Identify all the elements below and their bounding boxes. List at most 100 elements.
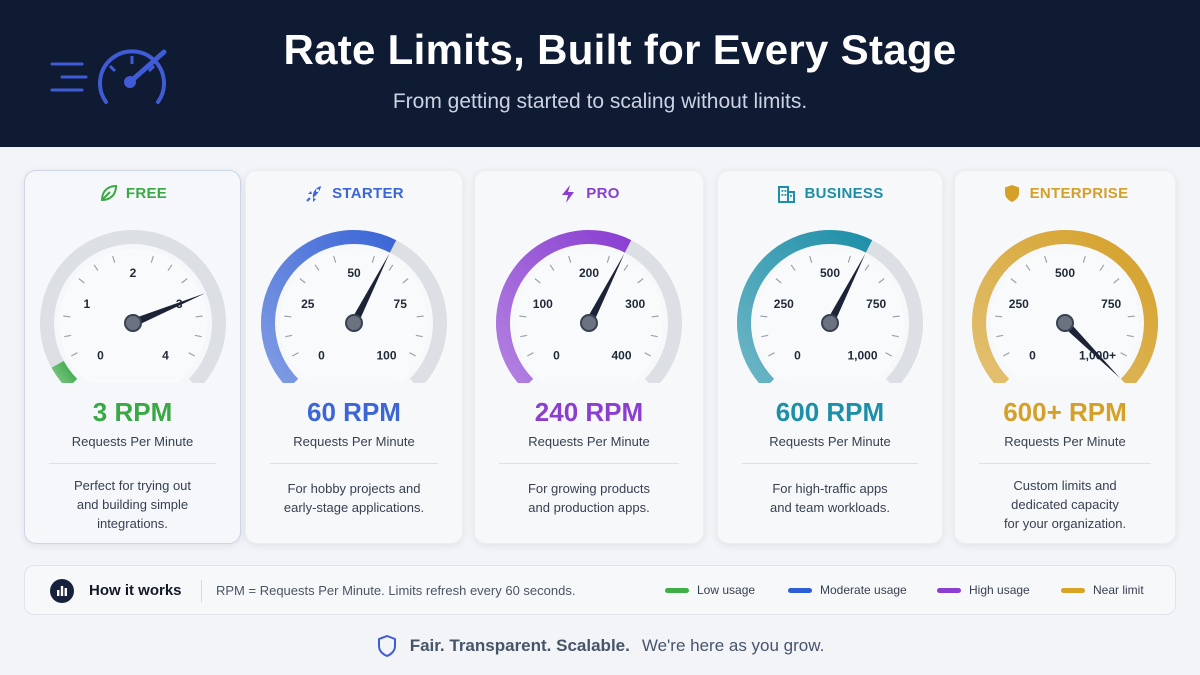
tier-name: ENTERPRISE	[1029, 184, 1129, 202]
gauge-tick-label: 1,000	[847, 349, 877, 363]
gauge-minor-tick	[1126, 334, 1134, 338]
gauge-tick-label: 300	[625, 297, 645, 311]
gauge-minor-tick	[70, 352, 78, 357]
gauge-minor-tick	[768, 352, 775, 357]
shield-icon	[1004, 185, 1019, 202]
gauge-needle	[350, 253, 390, 325]
tier-header: PRO	[475, 183, 703, 203]
gauge-minor-tick	[415, 334, 423, 338]
gauge-minor-tick	[637, 278, 644, 284]
gauge-minor-tick	[333, 255, 337, 263]
tier-description: For high-traffic apps and team workloads…	[770, 481, 890, 515]
rocket-icon	[306, 186, 322, 202]
rpm-value: 60 RPM	[307, 397, 401, 427]
rate-gauge: 01234	[39, 230, 226, 383]
gauge-minor-tick	[891, 334, 899, 338]
legend-swatch-low	[665, 587, 689, 593]
gauge-minor-tick	[63, 334, 71, 338]
tier-name: FREE	[125, 184, 168, 202]
how-it-works-title: How it works	[89, 582, 182, 599]
gauge-tick-label: 750	[1101, 297, 1121, 311]
gauge-minor-tick	[180, 278, 187, 284]
gauge-minor-tick	[314, 264, 320, 271]
rpm-label: Requests Per Minute	[769, 434, 891, 449]
gauge-minor-tick	[195, 315, 203, 318]
gauge-tick-label: 0	[553, 349, 560, 363]
gauge-hub	[821, 314, 839, 332]
rate-gauge: 0 250 500 750 1,000	[737, 230, 923, 383]
card-divider	[742, 463, 918, 464]
gauge-tick-label: 500	[1055, 266, 1075, 280]
gauge-minor-tick	[111, 255, 115, 263]
gauge-minor-tick	[885, 352, 892, 357]
gauge-fill	[51, 360, 77, 383]
gauge-tick-label: 100	[533, 297, 553, 311]
page-subtitle: From getting started to scaling without …	[0, 90, 1200, 114]
gauge-tick-label: 100	[376, 349, 396, 363]
tier-header: STARTER	[246, 183, 462, 203]
gauge-minor-tick	[527, 352, 534, 357]
gauge-minor-tick	[650, 334, 658, 338]
gauge-minor-tick	[1003, 352, 1010, 357]
page-title: Rate Limits, Built for Every Stage	[283, 26, 957, 73]
legend-label-low: Low usage	[697, 583, 756, 597]
gauge-minor-tick	[775, 278, 782, 284]
gauge-minor-tick	[995, 315, 1003, 318]
rpm-value: 240 RPM	[534, 397, 644, 427]
card-divider	[270, 463, 438, 464]
gauge-minor-tick	[847, 255, 851, 263]
gauge-tick-label: 750	[866, 297, 886, 311]
legend-label-moderate: Moderate usage	[820, 583, 907, 597]
tier-header: BUSINESS	[718, 183, 942, 203]
tier-header: FREE	[25, 183, 240, 203]
gauge-tick-label: 250	[774, 297, 794, 311]
gauge-hub	[123, 314, 142, 332]
rate-gauge: 0 100 200 300 400	[496, 230, 682, 383]
gauge-minor-tick	[1010, 278, 1017, 284]
legend-swatch-high	[937, 587, 961, 593]
rpm-label: Requests Per Minute	[293, 434, 415, 449]
footer: Fair. Transparent. Scalable. We're here …	[0, 634, 1200, 658]
gauge-minor-tick	[761, 334, 769, 338]
footer-tagline: Fair. Transparent. Scalable.	[409, 636, 630, 655]
gauge-minor-tick	[651, 315, 659, 318]
tier-card-pro: PRO 0 100 200 300 400 240 RPM Requests Per Minu…	[474, 170, 704, 544]
gauge-needle	[1062, 320, 1121, 379]
gauge-tick-label: 0	[97, 349, 104, 363]
gauge-minor-tick	[1044, 255, 1048, 263]
gauge-minor-tick	[167, 264, 172, 271]
tier-card-enterprise: ENTERPRISE02505007501,000+600+ RPMReques…	[954, 170, 1176, 544]
rpm-value: 3 RPM	[92, 397, 173, 427]
rpm-value: 600+ RPM	[1003, 397, 1127, 427]
building-icon	[778, 186, 796, 203]
gauge-tick-label: 50	[347, 266, 361, 280]
gauge-tick-label: 75	[394, 297, 408, 311]
gauge-fill	[737, 230, 873, 383]
tier-name: STARTER	[332, 184, 404, 202]
legend-swatch-near-limit	[1061, 587, 1085, 593]
gauge-minor-tick	[416, 315, 424, 318]
gauge-track	[39, 230, 226, 383]
gauge-minor-tick	[892, 315, 900, 318]
gauge-minor-tick	[299, 278, 306, 284]
gauge-fill	[496, 230, 632, 383]
gauge-minor-tick	[187, 352, 195, 357]
tier-name: BUSINESS	[804, 184, 884, 202]
gauge-minor-tick	[809, 255, 813, 263]
rpm-label: Requests Per Minute	[528, 434, 650, 449]
bar-chart-icon	[50, 579, 74, 603]
gauge-needle	[585, 253, 625, 325]
gauge-minor-tick	[1127, 315, 1135, 318]
gauge-minor-tick	[93, 264, 98, 271]
gauge-tick-label: 0	[1029, 349, 1036, 363]
shield-outline-icon	[377, 635, 396, 657]
gauge-minor-tick	[292, 352, 299, 357]
gauge-tick-label: 200	[579, 266, 599, 280]
gauge-tick-label: 1	[83, 297, 90, 311]
rpm-label: Requests Per Minute	[71, 434, 194, 449]
legend-moderate-usage: Moderate usage	[788, 583, 907, 597]
legend-swatch-moderate	[788, 587, 812, 593]
card-divider	[979, 463, 1151, 464]
gauge-minor-tick	[996, 334, 1004, 338]
